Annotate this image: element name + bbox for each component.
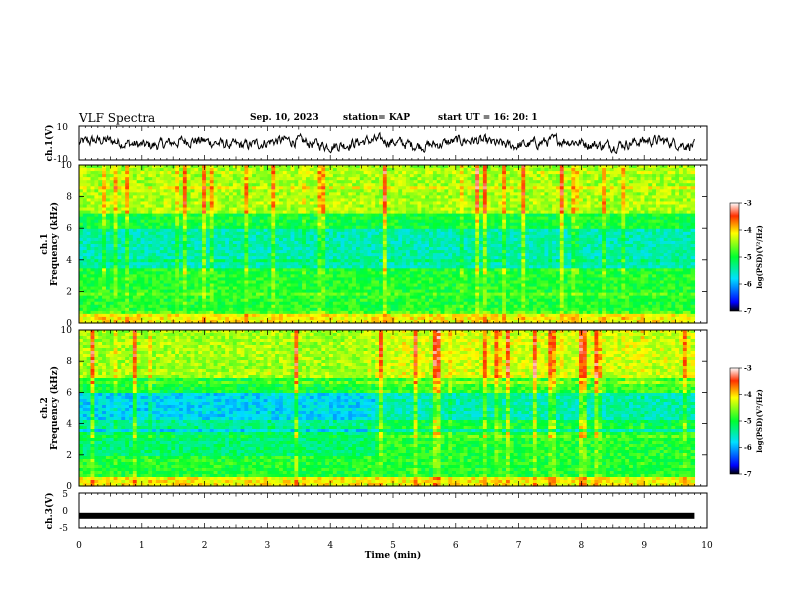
- time-xtick: 1: [139, 541, 145, 551]
- time-xtick: 6: [453, 541, 459, 551]
- ch2-freq-ytick: 2: [66, 451, 72, 461]
- ch1-colorbar-tick: -7: [744, 307, 752, 316]
- ch2-freq-ytick: 10: [61, 326, 73, 336]
- ch2-colorbar-tick: -3: [744, 364, 752, 373]
- ch3-waveform-line: [79, 512, 695, 519]
- ch3-ylabel: ch.3(V): [44, 493, 55, 530]
- time-xtick: 4: [327, 541, 333, 551]
- ch1-colorbar-tick: -6: [744, 280, 752, 289]
- ch1-colorbar-tick: -5: [744, 253, 752, 262]
- ch2-freq-ytick: 8: [66, 357, 72, 367]
- ch1-colorbar-tick: -3: [744, 199, 752, 208]
- ch2-colorbar: [729, 367, 740, 475]
- time-xtick: 5: [390, 541, 396, 551]
- ch1-spectrogram: [79, 165, 696, 324]
- ch1-freq-ytick: 10: [61, 161, 73, 171]
- ch1-colorbar: [729, 202, 740, 312]
- ch1-freq-ytick: 2: [66, 287, 72, 297]
- ch2-colorbar-tick: -5: [744, 417, 752, 426]
- ch1-freq-ytick: 8: [66, 193, 72, 203]
- start-time-label: start UT = 16: 20: 1: [438, 113, 538, 123]
- ch2-colorbar-tick: -6: [744, 443, 752, 452]
- ch2-freq-ytick: 0: [66, 482, 72, 492]
- ch3-ytick-5: 5: [62, 490, 68, 500]
- ch1-freq-ytick: 0: [66, 319, 72, 329]
- ch2-freq-ytick: 6: [66, 388, 72, 398]
- ch1-freq-ytick: 4: [66, 256, 72, 266]
- ch3-ytick-0: 0: [62, 507, 68, 517]
- ch2-colorbar-tick: -7: [744, 470, 752, 479]
- time-xtick: 8: [579, 541, 585, 551]
- time-xtick: 3: [265, 541, 271, 551]
- ch2-spectrogram: [79, 330, 696, 487]
- time-xtick: 0: [76, 541, 82, 551]
- ch1-ytick-top: 10: [57, 123, 69, 133]
- ch1-colorbar-tick: -4: [744, 226, 752, 235]
- ch2-freq-ytick: 4: [66, 420, 72, 430]
- ch1-ylabel: ch.1(V): [44, 125, 55, 162]
- ch1-colorbar-label: log(PSD)(V²/Hz): [755, 225, 764, 289]
- date-label: Sep. 10, 2023: [250, 113, 319, 123]
- time-xtick: 10: [701, 541, 713, 551]
- ch3-ytick-minus5: -5: [59, 524, 68, 534]
- ch2-colorbar-tick: -4: [744, 390, 752, 399]
- time-xtick: 7: [516, 541, 522, 551]
- ch1-channel-label: ch.1: [40, 233, 50, 254]
- ch1-ytick-bottom: -10: [54, 155, 69, 165]
- time-xtick: 9: [641, 541, 647, 551]
- ch1-freq-ytick: 6: [66, 224, 72, 234]
- ch1-waveform-line: [78, 131, 695, 155]
- time-xlabel: Time (min): [365, 550, 422, 561]
- ch1-freq-ylabel: Frequency (kHz): [49, 202, 60, 286]
- ch3-waveform-frame: [78, 492, 708, 529]
- ch2-channel-label: ch.2: [40, 397, 50, 418]
- station-label: station= KAP: [343, 113, 411, 123]
- ch2-freq-ylabel: Frequency (kHz): [49, 366, 60, 450]
- time-xtick: 2: [202, 541, 208, 551]
- figure-title: VLF Spectra: [79, 111, 156, 125]
- ch2-colorbar-label: log(PSD)(V²/Hz): [755, 389, 764, 453]
